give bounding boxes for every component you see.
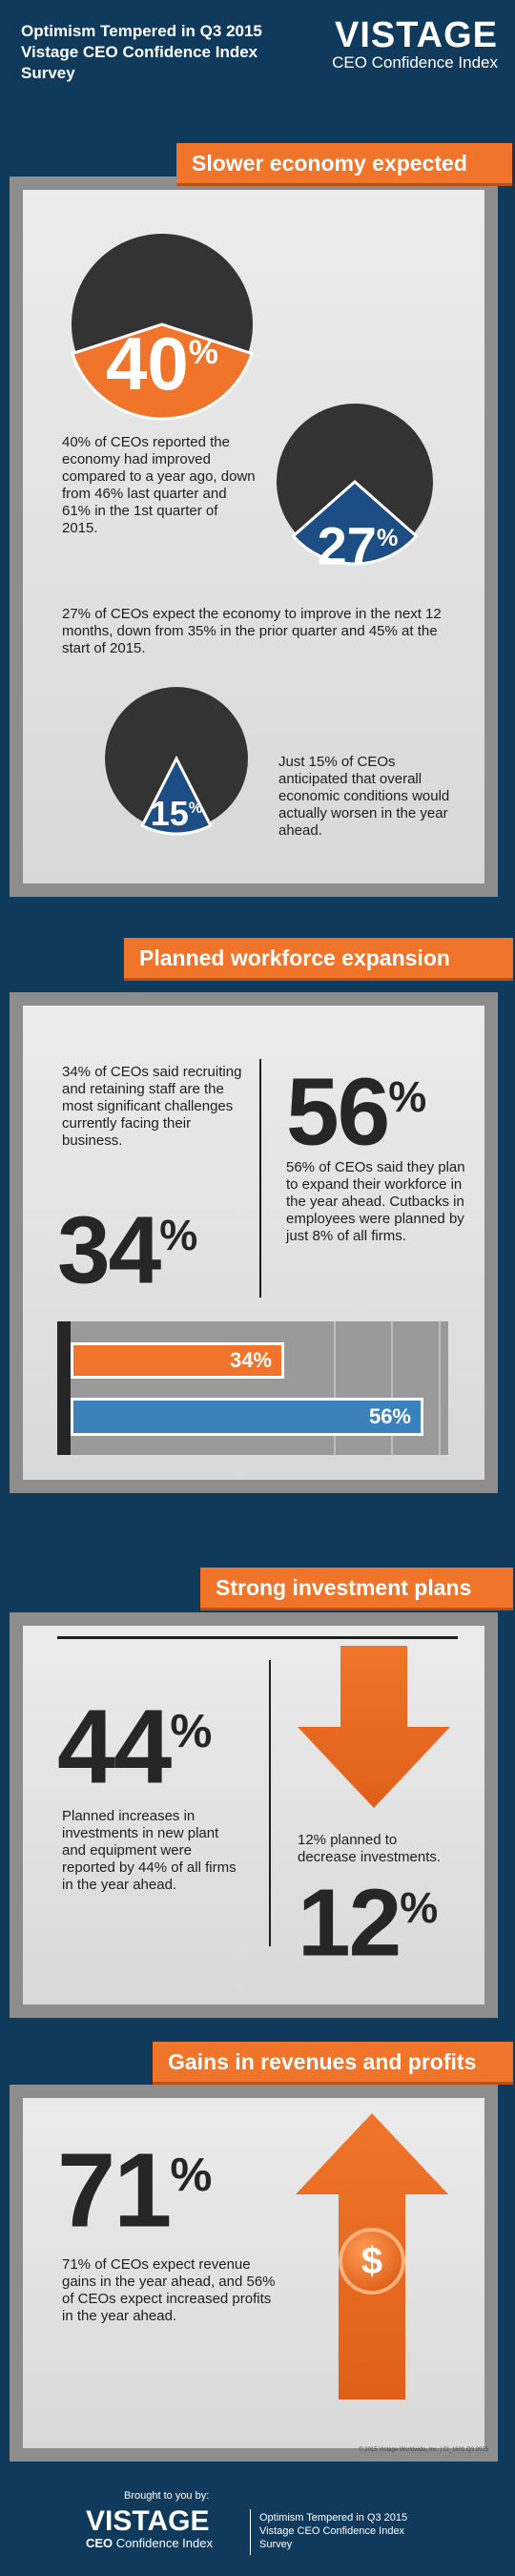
stat-44-percent: % (170, 1705, 213, 1757)
chart-axis (57, 1321, 71, 1455)
stat-12-percent: % (400, 1883, 439, 1932)
pie-chart-15 (105, 687, 248, 836)
footer-brand: VISTAGE CEO Confidence Index (86, 2507, 238, 2551)
stat-56: 56% (286, 1049, 426, 1159)
footer-brand-index: Confidence Index (115, 2536, 213, 2550)
pie-15-text: Just 15% of CEOs anticipated that overal… (278, 754, 450, 839)
stat-71-value: 71 (57, 2131, 172, 2250)
pie-27-value: 27 (317, 515, 377, 576)
stat-44: 44% (57, 1679, 212, 1800)
pie-chart-40 (70, 234, 255, 421)
brand-name: VISTAGE (335, 15, 498, 55)
pie-15-value: 15 (150, 794, 189, 833)
down-arrow-icon (298, 1646, 450, 1808)
stat-71: 71% (57, 2123, 212, 2244)
bar-56: 56% (71, 1398, 423, 1436)
footer-title: Optimism Tempered in Q3 2015 Vistage CEO… (259, 2512, 408, 2550)
chart-gridline (391, 1321, 393, 1455)
pie-40-label: 40% (67, 315, 258, 402)
section-revenue-panel (10, 2085, 498, 2462)
pie-40-percent: % (188, 334, 218, 371)
bar-34-label: 34% (229, 1348, 272, 1372)
dollar-sign: $ (360, 2240, 383, 2282)
brand-subtitle: CEO Confidence Index (332, 53, 498, 72)
section-revenue-banner: Gains in revenues and profits (153, 2042, 513, 2082)
investment-decrease-text: 12% planned to decrease investments. (298, 1832, 442, 1865)
dollar-coin-icon: $ (339, 2228, 405, 2295)
bar-34: 34% (71, 1342, 284, 1379)
stat-12: 12% (298, 1860, 438, 1970)
bar-56-label: 56% (368, 1404, 411, 1428)
section-workforce-banner: Planned workforce expansion (124, 938, 513, 978)
infographic-title: Optimism Tempered in Q3 2015 Vistage CEO… (21, 22, 262, 82)
stat-34-value: 34 (57, 1196, 161, 1304)
pie-27-slice (291, 480, 419, 566)
footer-brand-name: VISTAGE (86, 2505, 210, 2537)
pie-27-text: 27% of CEOs expect the economy to improv… (62, 606, 442, 656)
footer-divider (250, 2509, 251, 2555)
section-economy-banner: Slower economy expected (176, 143, 512, 183)
column-divider-2 (269, 1660, 271, 1946)
stat-56-percent: % (388, 1072, 427, 1121)
chart-gridline (439, 1321, 441, 1455)
pie-27-label: 27% (286, 510, 429, 574)
brought-to-you-label: Brought to you by: (124, 2490, 210, 2502)
stat-34-percent: % (159, 1211, 198, 1259)
brand-logo: VISTAGE CEO Confidence Index (278, 17, 498, 73)
pie-15-label: 15% (110, 790, 243, 832)
pie-27-percent: % (376, 525, 399, 551)
stat-71-percent: % (170, 2149, 213, 2201)
pie-40-slice (70, 322, 255, 421)
stat-12-value: 12 (298, 1869, 402, 1977)
pie-40-text: 40% of CEOs reported the economy had imp… (62, 434, 256, 536)
section-investment-banner: Strong investment plans (200, 1568, 513, 1608)
pie-40-value: 40 (106, 322, 189, 405)
section-investment-panel (10, 1612, 498, 2018)
workforce-bar-chart: 34% 56% (57, 1321, 448, 1455)
stat-56-value: 56 (286, 1058, 390, 1166)
pie-15-percent: % (188, 800, 203, 817)
revenue-profit-text: 71% of CEOs expect revenue gains in the … (62, 2256, 276, 2324)
footer-brand-subtitle: CEO Confidence Index (86, 2536, 238, 2551)
small-print: © 2015 Vistage Worldwide, Inc. | CI_1601… (359, 2447, 488, 2453)
pie-15-slice (140, 755, 213, 836)
recruiting-text: 34% of CEOs said recruiting and retainin… (62, 1064, 242, 1149)
footer-brand-ceo: CEO (86, 2536, 113, 2550)
workforce-expand-text: 56% of CEOs said they plan to expand the… (286, 1159, 465, 1244)
chart-gridline (334, 1321, 336, 1455)
section-investment-rule (57, 1636, 458, 1639)
pie-chart-27 (277, 404, 433, 566)
column-divider (259, 1059, 261, 1298)
stat-44-value: 44 (57, 1688, 172, 1806)
stat-34: 34% (57, 1188, 197, 1298)
investment-increase-text: Planned increases in investments in new … (62, 1808, 237, 1893)
